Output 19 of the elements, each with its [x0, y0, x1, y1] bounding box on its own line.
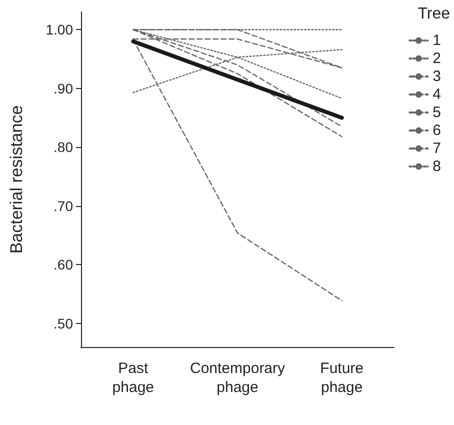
legend-label: 6 [432, 122, 441, 139]
y-tick-label: 1.00 [46, 22, 74, 38]
y-tick-label: .90 [54, 80, 74, 96]
legend-label: 8 [432, 158, 441, 175]
legend-label: 1 [432, 32, 441, 49]
y-tick-label: .80 [54, 139, 74, 156]
legend-label: 5 [432, 104, 441, 121]
legend-title: Tree [418, 6, 450, 22]
legend-label: 3 [432, 68, 441, 85]
y-tick-label: .60 [54, 256, 74, 273]
legend-label: 4 [432, 86, 441, 103]
legend-label: 7 [432, 140, 441, 157]
y-tick-label: .50 [54, 315, 74, 332]
x-tick-label: Contemporary phage [190, 360, 286, 396]
x-tick-label: Past phage [112, 360, 154, 396]
legend-label: 2 [432, 50, 441, 67]
y-axis-title: Bacterial resistance [7, 105, 26, 254]
y-tick-label: .70 [54, 198, 74, 214]
x-tick-label: Future phage [320, 360, 364, 396]
